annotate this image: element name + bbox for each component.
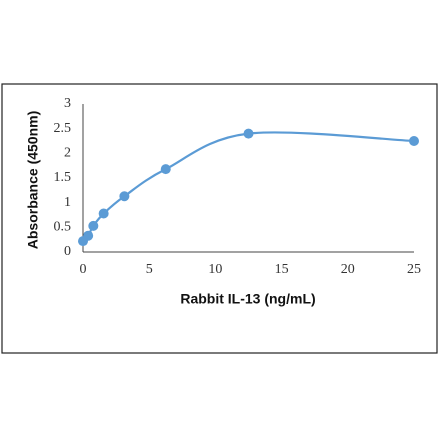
x-tick-label: 10 [208, 262, 222, 277]
y-tick-label: 2 [64, 146, 71, 161]
y-axis-label: Absorbance (450nm) [25, 111, 41, 249]
x-tick-label: 25 [407, 262, 421, 277]
data-point [243, 128, 254, 139]
x-axis-label: Rabbit IL-13 (ng/mL) [180, 291, 315, 307]
y-tick-label: 2.5 [54, 121, 72, 136]
y-tick-label: 0 [64, 244, 71, 259]
y-tick-label: 1 [64, 195, 71, 210]
data-point [83, 230, 94, 241]
data-point [88, 220, 99, 231]
data-point [119, 191, 130, 202]
data-point [409, 136, 419, 146]
x-tick-label: 15 [275, 262, 289, 277]
x-tick-label: 5 [146, 262, 153, 277]
y-tick-label: 0.5 [54, 220, 72, 235]
y-tick-label: 1.5 [54, 170, 72, 185]
y-tick-label: 3 [64, 96, 71, 111]
x-tick-label: 0 [80, 262, 87, 277]
chart-frame [1, 83, 438, 354]
data-point [98, 208, 109, 219]
data-point [160, 164, 171, 175]
trend-line [82, 131, 415, 242]
x-tick-label: 20 [341, 262, 355, 277]
